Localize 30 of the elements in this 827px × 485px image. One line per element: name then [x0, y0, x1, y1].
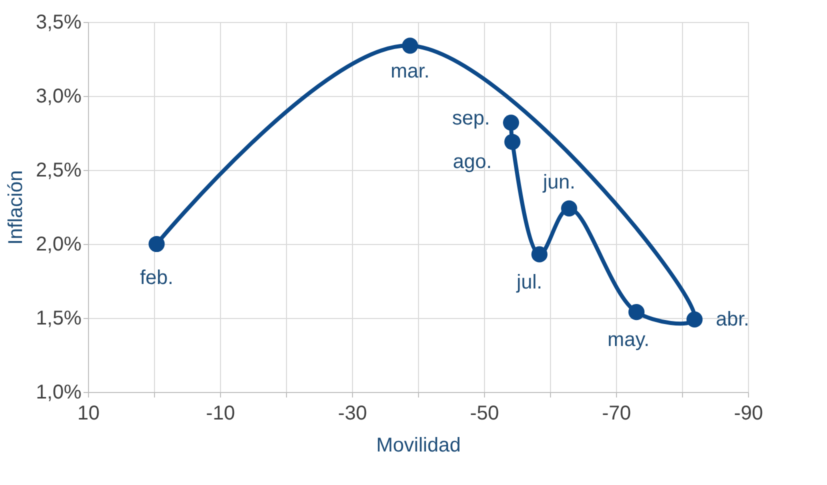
x-tick-label: -90	[734, 402, 763, 424]
point	[686, 311, 703, 328]
point	[628, 304, 645, 320]
x-tick-label: 10	[77, 402, 100, 424]
annotation: jun.	[542, 171, 576, 194]
x-tick-label: -70	[602, 402, 631, 424]
y-tick-label: 1,5%	[36, 308, 82, 330]
point	[561, 200, 578, 217]
annotation: sep.	[452, 108, 490, 130]
x-axis-title: Movilidad	[376, 434, 461, 456]
x-tick-label: -30	[338, 402, 367, 424]
point	[504, 134, 520, 150]
point	[402, 38, 418, 54]
y-tick-label: 3,5%	[36, 12, 82, 34]
y-axis-title: Inflación	[4, 170, 27, 245]
x-tick-label: -10	[206, 402, 235, 424]
y-tick-label: 2,5%	[36, 160, 82, 182]
annotation: feb.	[140, 267, 174, 289]
y-tick-label: 2,0%	[36, 234, 82, 256]
annotation: mar.	[390, 60, 430, 83]
annotation: ago.	[452, 150, 492, 173]
annotation: abr.	[716, 308, 750, 330]
y-tick-label: 3,0%	[36, 86, 82, 108]
point	[503, 114, 520, 131]
x-tick-label: -50	[470, 402, 499, 424]
annotation: jul.	[516, 271, 542, 294]
point	[531, 246, 548, 262]
annotation: may.	[608, 329, 650, 352]
point	[148, 236, 165, 252]
y-tick-label: 1,0%	[36, 382, 82, 404]
